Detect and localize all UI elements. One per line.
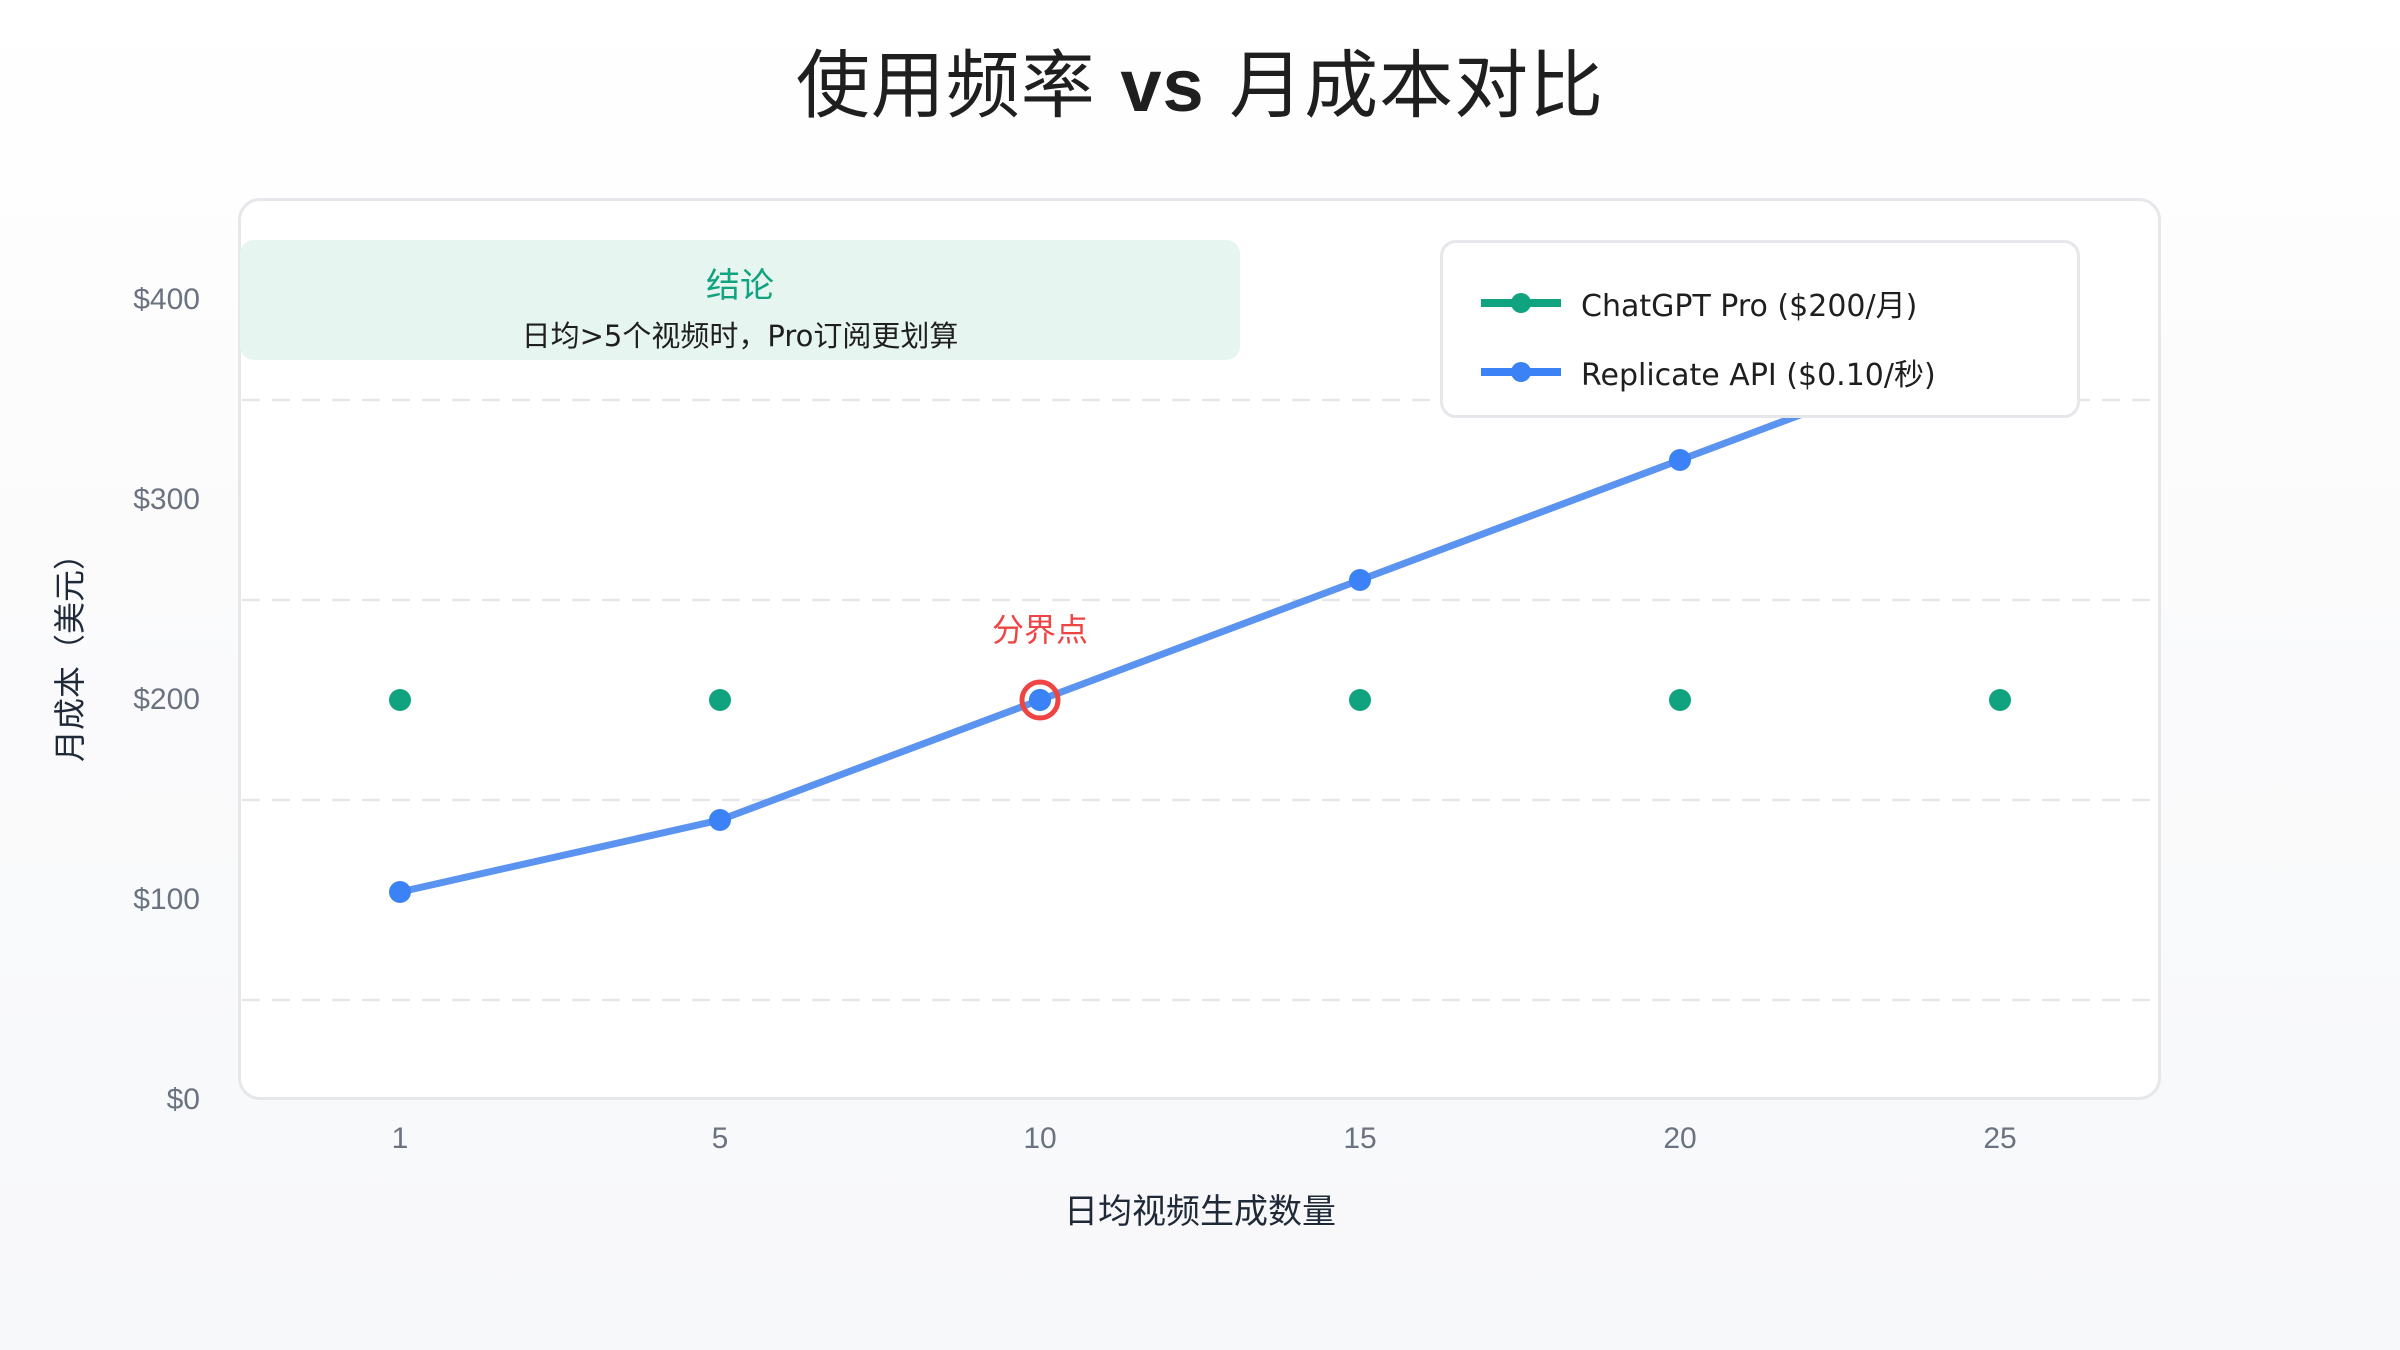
x-tick-label: 10: [1023, 1122, 1057, 1155]
replicate-series: [389, 329, 2011, 903]
breakpoint-label: 分界点: [991, 611, 1089, 649]
legend-label: ChatGPT Pro ($200/月): [1581, 289, 1918, 324]
conclusion-heading: 结论: [706, 266, 774, 306]
replicate-data-point: [389, 881, 411, 903]
replicate-data-point: [1669, 449, 1691, 471]
gridlines: [242, 398, 2158, 1002]
chatgpt-data-point: [1349, 689, 1371, 711]
legend-line-marker-icon: [1481, 283, 1561, 323]
x-tick-label: 15: [1343, 1122, 1377, 1155]
replicate-data-point: [1349, 569, 1371, 591]
legend-line-marker-icon: [1481, 352, 1561, 392]
chart-title: 使用频率 vs 月成本对比: [0, 26, 2400, 133]
legend-item-replicate[interactable]: Replicate API ($0.10/秒): [1481, 352, 1936, 393]
x-tick-label: 20: [1663, 1122, 1697, 1155]
title-vs: vs: [1120, 44, 1205, 127]
chatgpt-data-point: [1989, 689, 2011, 711]
title-part2: 月成本对比: [1229, 43, 1605, 129]
x-axis-title: 日均视频生成数量: [1064, 1192, 1336, 1232]
y-tick-label: $400: [133, 283, 200, 316]
replicate-line: [399, 336, 2002, 896]
chatgpt-series: [389, 689, 2011, 711]
y-tick-label: $100: [133, 883, 200, 916]
breakpoint-ring-icon: [1019, 679, 1061, 721]
legend-label: Replicate API ($0.10/秒): [1581, 358, 1936, 393]
conclusion-text: 日均>5个视频时，Pro订阅更划算: [521, 319, 959, 353]
conclusion-box: 结论 日均>5个视频时，Pro订阅更划算: [240, 240, 1240, 360]
x-tick-label: 5: [711, 1122, 729, 1155]
chatgpt-data-point: [1669, 689, 1691, 711]
replicate-data-point: [1029, 689, 1051, 711]
y-tick-label: $0: [166, 1083, 200, 1116]
y-tick-label: $200: [133, 683, 200, 716]
legend-item-chatgpt[interactable]: ChatGPT Pro ($200/月): [1481, 283, 1918, 324]
y-axis-title: 月成本（美元）: [51, 537, 89, 763]
legend: ChatGPT Pro ($200/月) Replicate API ($0.1…: [1440, 240, 2080, 418]
replicate-data-point: [709, 809, 731, 831]
x-tick-label: 25: [1983, 1122, 2017, 1155]
title-part1: 使用频率: [795, 43, 1096, 129]
x-tick-label: 1: [391, 1122, 409, 1155]
chatgpt-data-point: [389, 689, 411, 711]
chatgpt-data-point: [709, 689, 731, 711]
y-tick-label: $300: [133, 483, 200, 516]
